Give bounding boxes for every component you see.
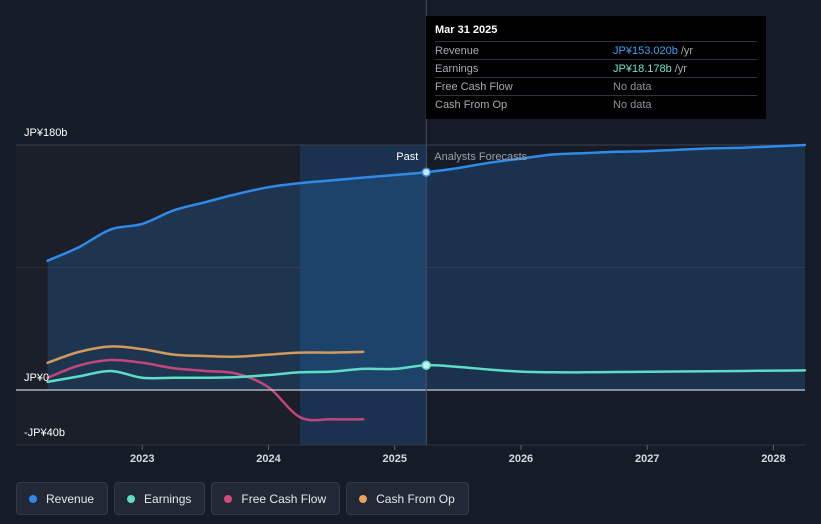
highlight-point-earnings (421, 360, 432, 370)
y-tick-label: -JP¥40b (24, 427, 65, 439)
legend-dot-icon (29, 494, 37, 503)
legend-item-cash-from-op[interactable]: Cash From Op (346, 482, 469, 515)
past-region (16, 145, 301, 445)
tooltip: Mar 31 2025 Revenue JP¥153.020b/yr Earni… (426, 16, 766, 119)
legend: Revenue Earnings Free Cash Flow Cash Fro… (16, 482, 469, 515)
tooltip-label: Cash From Op (435, 98, 508, 111)
tooltip-value: JP¥153.020b/yr (613, 44, 694, 57)
legend-dot-icon (127, 494, 136, 503)
legend-label: Cash From Op (376, 491, 455, 506)
legend-label: Free Cash Flow (241, 491, 327, 506)
tooltip-date: Mar 31 2025 (435, 24, 498, 36)
x-tick-label: 2027 (635, 453, 659, 465)
past-label: Past (396, 151, 418, 163)
tooltip-value: No data (613, 98, 652, 111)
tooltip-label: Earnings (435, 62, 479, 75)
x-tick-label: 2028 (761, 453, 785, 465)
tooltip-row-free-cash-flow: Free Cash Flow No data (435, 77, 757, 95)
tooltip-value: No data (613, 80, 652, 93)
legend-item-free-cash-flow[interactable]: Free Cash Flow (211, 482, 341, 515)
highlight-point-revenue (421, 167, 432, 177)
tooltip-label: Revenue (435, 44, 480, 57)
legend-item-revenue[interactable]: Revenue (16, 482, 109, 515)
tooltip-value: JP¥18.178b/yr (613, 62, 687, 75)
x-tick-label: 2023 (130, 453, 154, 465)
y-tick-label: JP¥0 (24, 372, 49, 384)
legend-label: Earnings (144, 491, 192, 506)
x-tick-label: 2025 (382, 453, 406, 465)
legend-dot-icon (359, 494, 368, 503)
y-tick-label: JP¥180b (24, 127, 67, 139)
x-tick-label: 2026 (509, 453, 533, 465)
highlight-region (300, 145, 427, 445)
tooltip-row-revenue: Revenue JP¥153.020b/yr (435, 41, 757, 59)
forecast-label: Analysts Forecasts (434, 151, 527, 163)
tooltip-row-cash-from-op: Cash From Op No data (435, 95, 757, 113)
legend-dot-icon (224, 494, 233, 503)
legend-item-earnings[interactable]: Earnings (114, 482, 206, 515)
series-line-cash-from-op (46, 345, 365, 365)
legend-label: Revenue (46, 491, 95, 506)
tooltip-row-earnings: Earnings JP¥18.178b/yr (435, 59, 757, 77)
x-tick-label: 2024 (256, 453, 281, 465)
series-line-free-cash-flow (46, 358, 365, 422)
tooltip-label: Free Cash Flow (435, 80, 513, 93)
